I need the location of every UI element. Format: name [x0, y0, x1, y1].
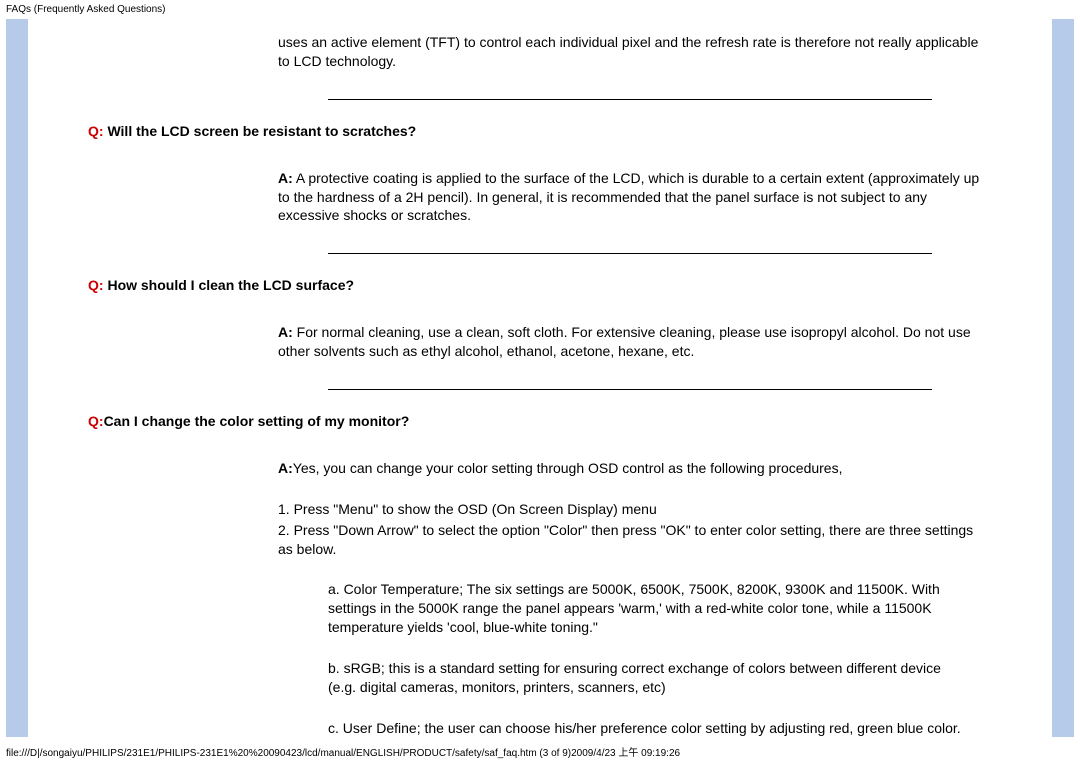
faq-answer-2: A: For normal cleaning, use a clean, sof…: [278, 323, 982, 361]
option-a: a. Color Temperature; The six settings a…: [328, 580, 962, 637]
footer-path: file:///D|/songaiyu/PHILIPS/231E1/PHILIP…: [6, 744, 680, 759]
faq-answer-1: A: A protective coating is applied to th…: [278, 169, 982, 226]
option-b: b. sRGB; this is a standard setting for …: [328, 659, 962, 697]
question-text: Can I change the color setting of my mon…: [104, 413, 410, 429]
divider: [328, 253, 932, 254]
divider: [328, 99, 932, 100]
step-2: 2. Press "Down Arrow" to select the opti…: [278, 521, 982, 559]
question-text: How should I clean the LCD surface?: [104, 277, 354, 293]
faq-question-3: Q:Can I change the color setting of my m…: [88, 412, 982, 431]
divider: [328, 389, 932, 390]
sub-options: a. Color Temperature; The six settings a…: [328, 580, 962, 737]
faq-answer-3: A:Yes, you can change your color setting…: [278, 459, 982, 478]
faq-question-1: Q: Will the LCD screen be resistant to s…: [88, 122, 982, 141]
page-header-title: FAQs (Frequently Asked Questions): [0, 0, 1080, 19]
content-area: uses an active element (TFT) to control …: [278, 33, 982, 737]
a-label: A:: [278, 460, 293, 476]
document-page: uses an active element (TFT) to control …: [28, 19, 1052, 737]
answer-text: For normal cleaning, use a clean, soft c…: [278, 324, 971, 359]
question-text: Will the LCD screen be resistant to scra…: [104, 123, 417, 139]
q-label: Q:: [88, 277, 104, 293]
outer-container: uses an active element (TFT) to control …: [6, 19, 1074, 737]
intro-paragraph: uses an active element (TFT) to control …: [278, 33, 982, 71]
a-label: A:: [278, 324, 293, 340]
q-label: Q:: [88, 413, 104, 429]
answer-text: A protective coating is applied to the s…: [278, 170, 979, 224]
answer-text: Yes, you can change your color setting t…: [293, 460, 843, 476]
q-label: Q:: [88, 123, 104, 139]
faq-question-2: Q: How should I clean the LCD surface?: [88, 276, 982, 295]
a-label: A:: [278, 170, 293, 186]
step-1: 1. Press "Menu" to show the OSD (On Scre…: [278, 500, 982, 519]
option-c: c. User Define; the user can choose his/…: [328, 719, 962, 737]
